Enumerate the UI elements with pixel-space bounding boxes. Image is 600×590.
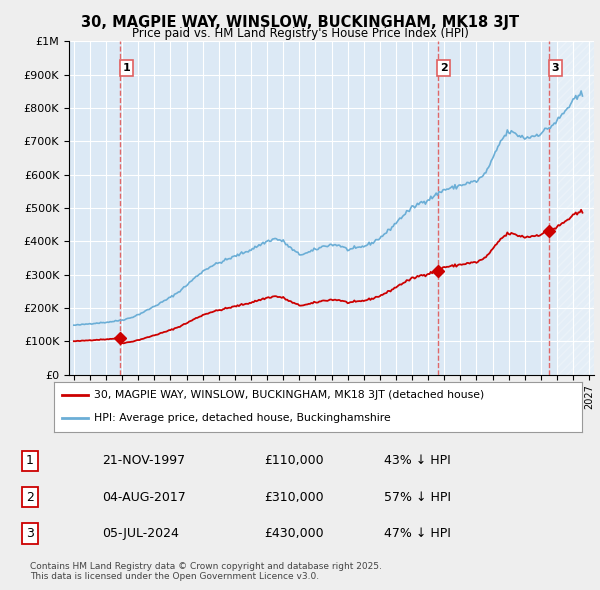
Text: 05-JUL-2024: 05-JUL-2024 — [102, 527, 179, 540]
Bar — [557, 41, 600, 375]
Text: 2: 2 — [440, 63, 448, 73]
Text: 04-AUG-2017: 04-AUG-2017 — [102, 490, 186, 504]
Text: 30, MAGPIE WAY, WINSLOW, BUCKINGHAM, MK18 3JT (detached house): 30, MAGPIE WAY, WINSLOW, BUCKINGHAM, MK1… — [94, 390, 484, 400]
Text: £310,000: £310,000 — [264, 490, 323, 504]
Text: 57% ↓ HPI: 57% ↓ HPI — [384, 490, 451, 504]
Text: £430,000: £430,000 — [264, 527, 323, 540]
Text: 30, MAGPIE WAY, WINSLOW, BUCKINGHAM, MK18 3JT: 30, MAGPIE WAY, WINSLOW, BUCKINGHAM, MK1… — [81, 15, 519, 30]
Text: Price paid vs. HM Land Registry's House Price Index (HPI): Price paid vs. HM Land Registry's House … — [131, 27, 469, 40]
Text: Contains HM Land Registry data © Crown copyright and database right 2025.
This d: Contains HM Land Registry data © Crown c… — [30, 562, 382, 581]
Text: 21-NOV-1997: 21-NOV-1997 — [102, 454, 185, 467]
Text: 3: 3 — [551, 63, 559, 73]
Text: 43% ↓ HPI: 43% ↓ HPI — [384, 454, 451, 467]
Text: HPI: Average price, detached house, Buckinghamshire: HPI: Average price, detached house, Buck… — [94, 414, 391, 424]
Text: £110,000: £110,000 — [264, 454, 323, 467]
Text: 47% ↓ HPI: 47% ↓ HPI — [384, 527, 451, 540]
Text: 1: 1 — [122, 63, 130, 73]
Text: 2: 2 — [26, 490, 34, 504]
Text: 1: 1 — [26, 454, 34, 467]
Text: 3: 3 — [26, 527, 34, 540]
